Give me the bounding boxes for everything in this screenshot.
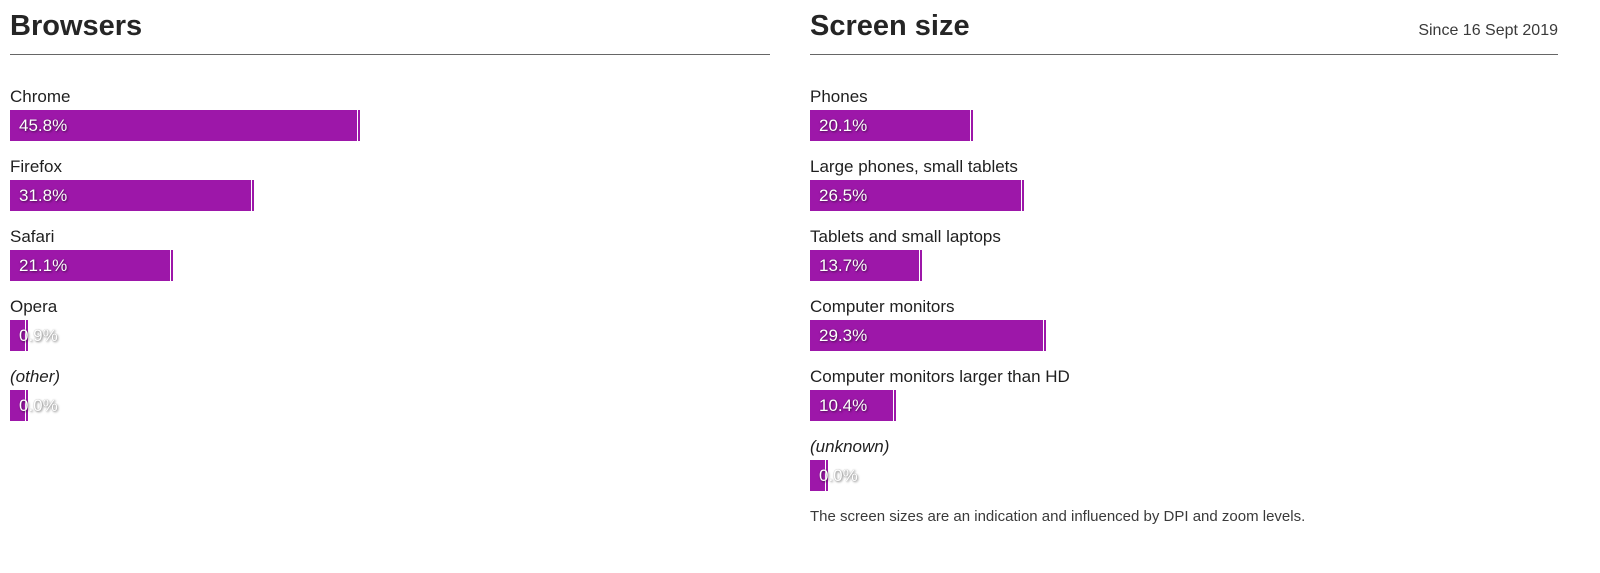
bar-value-label: 21.1% <box>19 256 68 275</box>
hbar-row: Opera 0.9% <box>10 293 768 351</box>
row-label: Phones <box>810 87 868 106</box>
screen-size-header: Screen size Since 16 Sept 2019 <box>810 0 1558 55</box>
row-label: Large phones, small tablets <box>810 157 1018 176</box>
bar-value-label: 26.5% <box>819 186 868 205</box>
bar-value-label: 45.8% <box>19 116 68 135</box>
hbar-row: Phones 20.1% <box>810 83 1600 141</box>
bar-value-label: 0.0% <box>819 466 858 485</box>
bar-value-label: 10.4% <box>819 396 868 415</box>
bar: 0.9% <box>10 320 58 351</box>
hbar-row: (other) 0.0% <box>10 363 768 421</box>
bar-value-label: 0.9% <box>19 326 58 345</box>
row-label: Computer monitors larger than HD <box>810 367 1070 386</box>
bar-value-label: 13.7% <box>819 256 868 275</box>
bar: 29.3% <box>810 320 1046 351</box>
row-label: Computer monitors <box>810 297 955 316</box>
row-label: (other) <box>10 367 61 386</box>
row-label: Opera <box>10 297 58 316</box>
browsers-chart: Chrome 45.8% Firefox 31.8% Safari 21.1% … <box>10 83 768 421</box>
screen-size-chart: Phones 20.1% Large phones, small tablets… <box>810 83 1600 491</box>
row-label: Chrome <box>10 87 71 106</box>
bar-value-label: 29.3% <box>819 326 868 345</box>
hbar-row: Tablets and small laptops 13.7% <box>810 223 1600 281</box>
browsers-panel: Browsers Chrome 45.8% Firefox 31.8% Safa… <box>0 0 800 527</box>
bar: 45.8% <box>10 110 361 141</box>
row-label: (unknown) <box>810 437 890 456</box>
row-label: Safari <box>10 227 55 246</box>
bar: 0.0% <box>810 460 858 491</box>
screen-size-title: Screen size <box>810 10 970 42</box>
row-label: Tablets and small laptops <box>810 227 1001 246</box>
hbar-row: Large phones, small tablets 26.5% <box>810 153 1600 211</box>
bar: 10.4% <box>810 390 896 421</box>
bar: 26.5% <box>810 180 1024 211</box>
hbar-row: (unknown) 0.0% <box>810 433 1600 491</box>
row-label: Firefox <box>10 157 62 176</box>
hbar-row: Computer monitors 29.3% <box>810 293 1600 351</box>
bar: 20.1% <box>810 110 973 141</box>
hbar-row: Chrome 45.8% <box>10 83 768 141</box>
since-date-label: Since 16 Sept 2019 <box>1418 22 1558 39</box>
bar-value-label: 0.0% <box>19 396 58 415</box>
hbar-row: Computer monitors larger than HD 10.4% <box>810 363 1600 421</box>
hbar-row: Firefox 31.8% <box>10 153 768 211</box>
bar: 13.7% <box>810 250 922 281</box>
bar-value-label: 20.1% <box>819 116 868 135</box>
browsers-header: Browsers <box>10 0 770 55</box>
bar: 31.8% <box>10 180 255 211</box>
bar: 0.0% <box>10 390 58 421</box>
bar: 21.1% <box>10 250 173 281</box>
screen-size-panel: Screen size Since 16 Sept 2019 Phones 20… <box>800 0 1600 527</box>
hbar-row: Safari 21.1% <box>10 223 768 281</box>
screen-size-note: The screen sizes are an indication and i… <box>810 508 1306 525</box>
analytics-page: Browsers Chrome 45.8% Firefox 31.8% Safa… <box>0 0 1600 527</box>
browsers-title: Browsers <box>10 10 143 42</box>
bar-value-label: 31.8% <box>19 186 68 205</box>
